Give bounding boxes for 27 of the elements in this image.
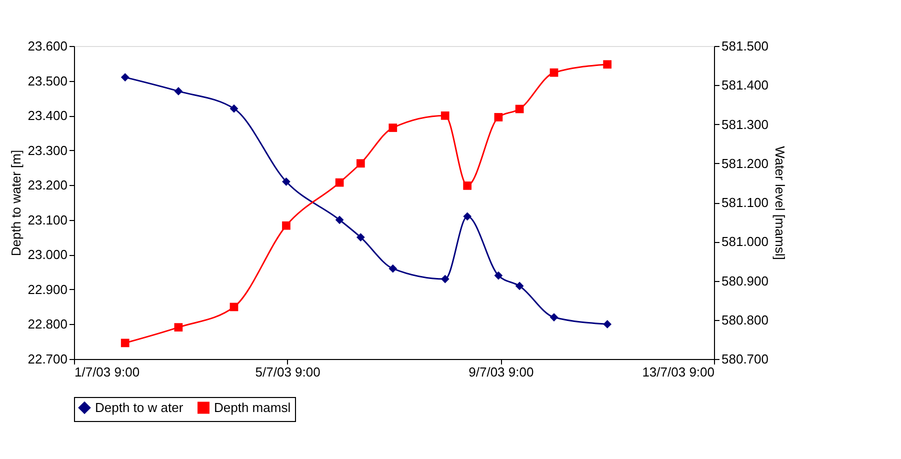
y-tick-label: 22.900 bbox=[28, 282, 68, 297]
y2-tick-label: 580.800 bbox=[722, 312, 768, 328]
y2-tick-label: 581.000 bbox=[722, 234, 768, 250]
y2-axis-title: Water level [mamsl] bbox=[772, 146, 788, 260]
y-tick-label: 23.300 bbox=[28, 142, 68, 158]
x-tick-label: 9/7/03 9:00 bbox=[468, 364, 534, 380]
legend-label: Depth to w ater bbox=[95, 400, 184, 415]
y-tick-label: 23.400 bbox=[28, 108, 68, 124]
x-tick-label: 13/7/03 9:00 bbox=[642, 364, 714, 380]
x-tick-label: 1/7/03 9:00 bbox=[74, 364, 140, 380]
legend-label: Depth mamsl bbox=[214, 400, 291, 415]
y-tick-label: 23.200 bbox=[28, 178, 68, 193]
y-tick-label: 23.100 bbox=[28, 212, 68, 228]
y2-tick-label: 581.400 bbox=[722, 78, 768, 93]
y-tick-label: 23.500 bbox=[28, 73, 68, 88]
y-tick-label: 22.700 bbox=[28, 352, 68, 366]
y-tick-label: 22.800 bbox=[28, 316, 68, 332]
y-axis-title: Depth to water [m] bbox=[8, 150, 24, 256]
y2-tick-label: 581.100 bbox=[722, 195, 768, 210]
y2-tick-label: 580.900 bbox=[722, 273, 768, 288]
y-tick-label: 23.000 bbox=[28, 247, 68, 262]
y2-tick-label: 580.700 bbox=[722, 352, 768, 366]
x-tick-label: 5/7/03 9:00 bbox=[255, 364, 320, 380]
y2-tick-label: 581.300 bbox=[722, 116, 768, 132]
y2-tick-label: 581.200 bbox=[722, 156, 768, 171]
y-tick-label: 23.600 bbox=[28, 38, 68, 54]
y2-tick-label: 581.500 bbox=[722, 38, 768, 54]
